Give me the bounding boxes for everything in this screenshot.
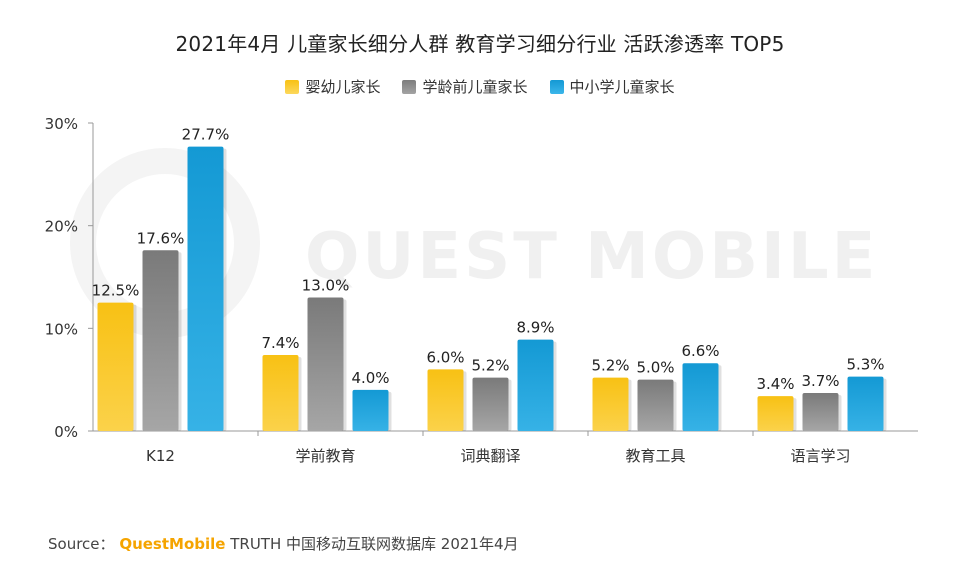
bar-3 <box>847 376 884 431</box>
legend-swatch-series-2 <box>402 79 417 94</box>
bar-2 <box>802 393 839 431</box>
bar-2 <box>307 297 344 431</box>
legend-item-series-1: 婴幼儿家长 <box>285 76 380 97</box>
data-label: 3.4% <box>756 375 794 393</box>
x-tick-label: 学前教育 <box>295 447 355 465</box>
data-label: 5.2% <box>591 357 629 375</box>
x-tick-label: 语言学习 <box>790 447 850 465</box>
data-label: 12.5% <box>92 282 140 300</box>
bar-2 <box>142 250 179 431</box>
y-tick-label: 20% <box>45 218 78 236</box>
data-label: 8.9% <box>516 319 554 337</box>
legend: 婴幼儿家长 学龄前儿童家长 中小学儿童家长 <box>0 76 960 97</box>
chart-title: 2021年4月 儿童家长细分人群 教育学习细分行业 活跃渗透率 TOP5 <box>175 32 785 56</box>
bar-1 <box>427 369 464 431</box>
legend-label-series-3: 中小学儿童家长 <box>569 78 675 96</box>
data-label: 13.0% <box>302 277 350 295</box>
bar-3 <box>187 146 224 431</box>
data-label: 17.6% <box>137 229 185 247</box>
legend-label-series-1: 婴幼儿家长 <box>305 78 381 96</box>
data-label: 5.3% <box>846 356 884 374</box>
y-tick-label: 30% <box>45 115 78 133</box>
data-label: 4.0% <box>351 369 389 387</box>
data-label: 3.7% <box>801 372 839 390</box>
bar-1 <box>262 355 299 431</box>
legend-item-series-3: 中小学儿童家长 <box>549 76 675 97</box>
bar-1 <box>757 396 794 431</box>
x-tick-label: K12 <box>146 447 175 465</box>
legend-swatch-series-1 <box>285 79 300 94</box>
legend-label-series-2: 学龄前儿童家长 <box>422 78 528 96</box>
data-label: 6.0% <box>426 348 464 366</box>
x-tick-label: 教育工具 <box>625 447 685 465</box>
bar-3 <box>682 363 719 431</box>
bar-1 <box>592 377 629 431</box>
bar-2 <box>472 377 509 431</box>
legend-item-series-2: 学龄前儿童家长 <box>402 76 528 97</box>
source-suffix: TRUTH 中国移动互联网数据库 2021年4月 <box>230 535 519 553</box>
data-label: 27.7% <box>182 126 230 144</box>
bar-1 <box>97 302 134 431</box>
data-label: 5.0% <box>636 359 674 377</box>
source-prefix: Source： <box>48 535 115 553</box>
x-tick-label: 词典翻译 <box>460 447 520 465</box>
source-brand: QuestMobile <box>119 535 226 553</box>
bar-3 <box>352 389 389 431</box>
source-note: Source： QuestMobile TRUTH 中国移动互联网数据库 202… <box>48 533 519 554</box>
data-label: 6.6% <box>681 342 719 360</box>
data-label: 7.4% <box>261 334 299 352</box>
bar-3 <box>517 339 554 431</box>
bar-2 <box>637 379 674 431</box>
data-label: 5.2% <box>471 357 509 375</box>
y-tick-label: 0% <box>54 423 78 441</box>
y-tick-label: 10% <box>45 320 78 338</box>
legend-swatch-series-3 <box>549 79 564 94</box>
